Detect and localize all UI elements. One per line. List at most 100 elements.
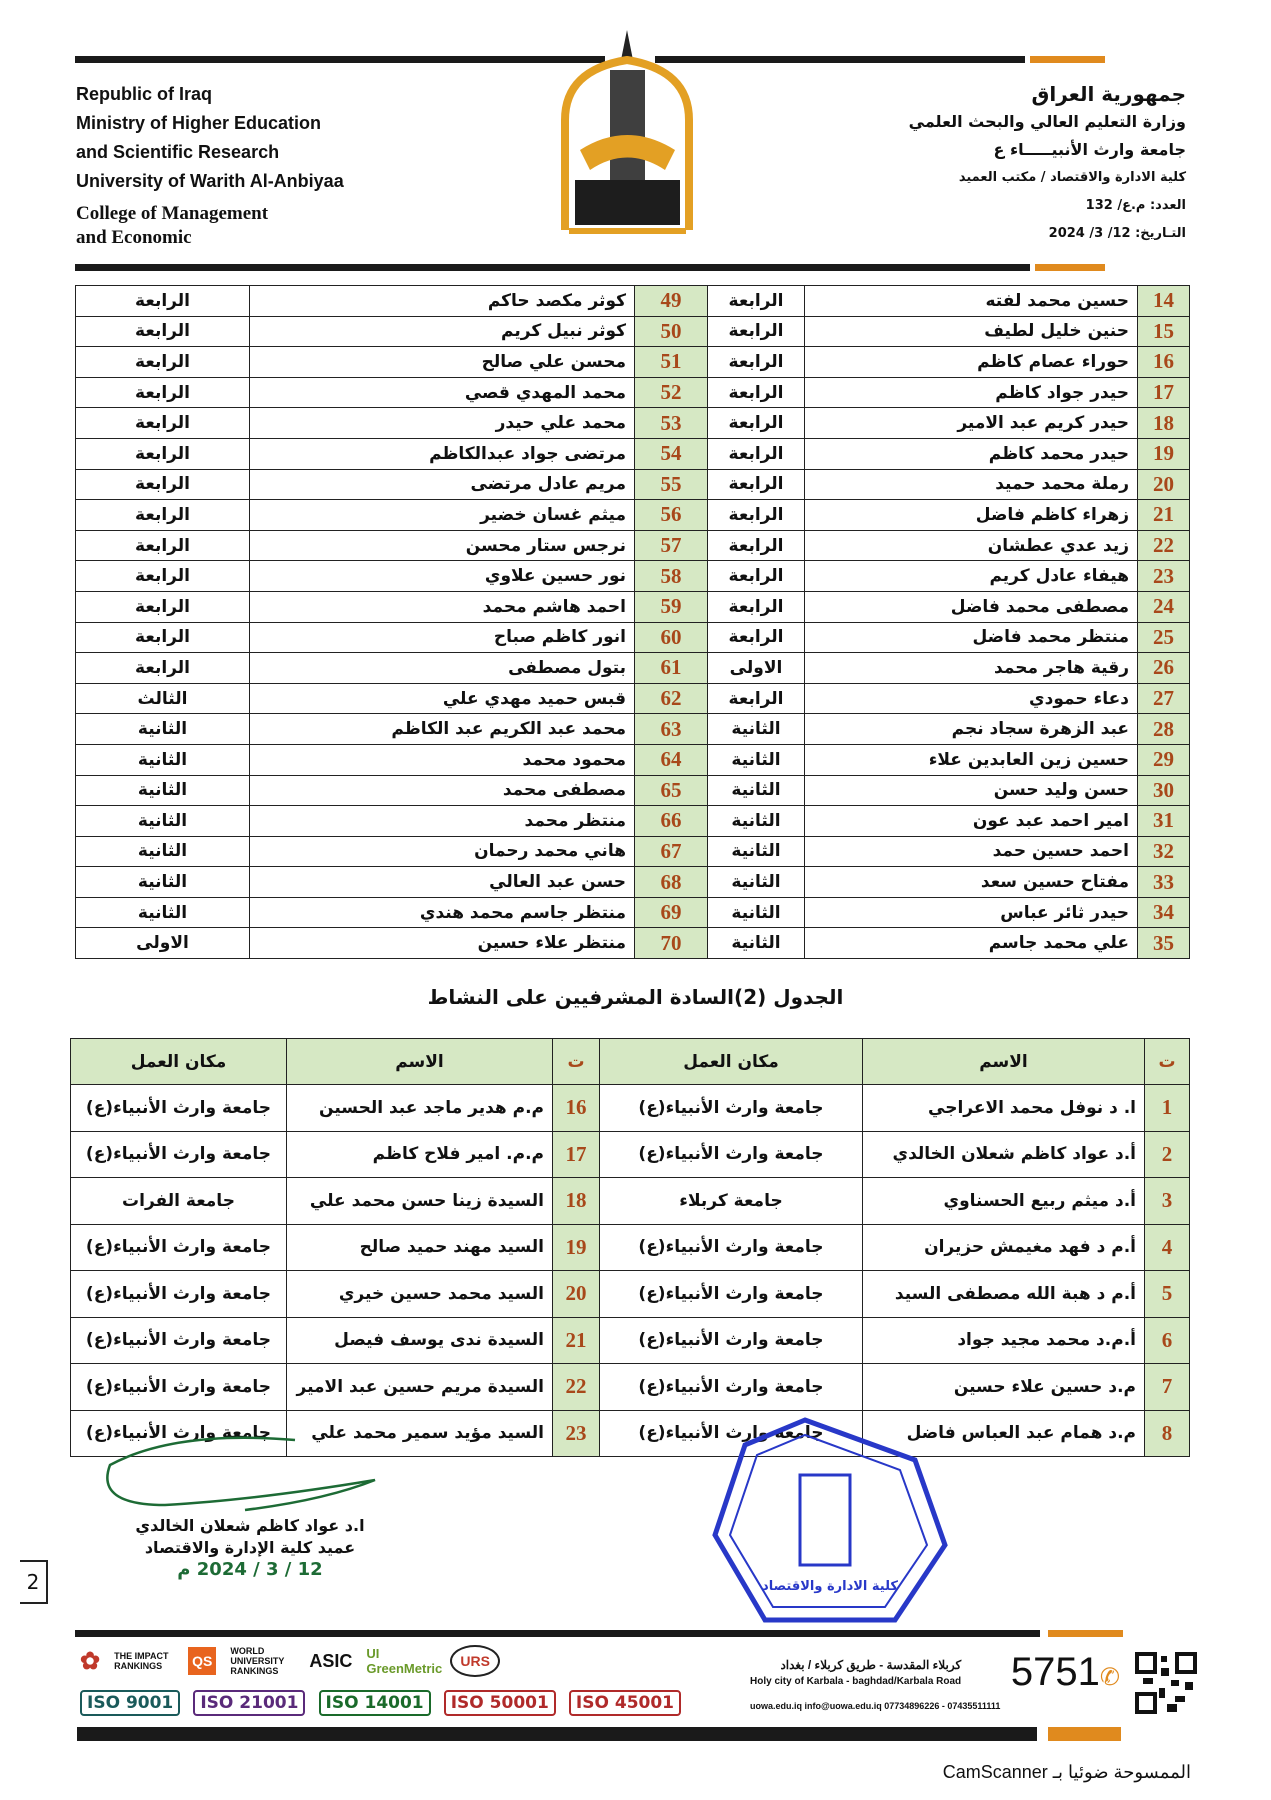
supervisor-workplace: جامعة وارث الأنبياء(ع) [599,1270,863,1318]
page-number: 2 [20,1560,48,1604]
top-orange-accent [1030,56,1105,63]
supervisor-number: 1 [1144,1084,1190,1132]
student-number: 69 [634,896,708,929]
student-number: 34 [1137,896,1190,929]
student-row: 31 امير احمد عبد عون الثانية 66 منتظر محمد ال… [75,805,1190,837]
student-grade: الثانية [75,805,250,837]
student-grade: الرابعة [707,376,805,409]
svg-text:كلية الادارة والاقتصاد: كلية الادارة والاقتصاد [762,1579,898,1594]
footer-bottom-orange [1048,1727,1121,1741]
student-grade: الرابعة [75,652,250,684]
student-grade: الرابعة [75,285,250,317]
supervisor-workplace: جامعة وارث الأنبياء(ع) [70,1084,287,1132]
address-arabic: كربلاء المقدسة - طريق كربلاء / بغداد [780,1658,962,1672]
student-name: نور حسين علاوي [249,560,635,592]
reference-number: العدد: م.ع/ 132 [1085,198,1186,213]
student-number: 55 [634,468,708,501]
header-line: Republic of Iraq [76,84,213,104]
student-name: منتظر محمد [249,805,635,837]
header-bottom-rule [75,264,1030,271]
supervisor-name: م.د همام عبد العباس فاضل [862,1409,1145,1457]
student-number: 25 [1137,621,1190,654]
header-line: University of Warith Al-Anbiyaa [76,171,344,191]
supervisor-workplace: جامعة وارث الأنبياء(ع) [599,1223,863,1271]
header-line: جمهورية العراق [1031,82,1186,106]
supervisor-name: السيد مهند حميد صالح [286,1223,553,1271]
student-name: مريم عادل مرتضى [249,468,635,501]
student-name: احمد هاشم محمد [249,590,635,623]
student-name: محمد عبد الكريم عبد الكاظم [249,713,635,745]
student-grade: الرابعة [707,499,805,531]
student-number: 27 [1137,682,1190,715]
student-grade: الثانية [75,713,250,745]
student-grade: الرابعة [75,346,250,378]
contact-line: uowa.edu.iq info@uowa.edu.iq 07734896226… [750,1701,1001,1711]
student-name: هيفاء عادل كريم [804,560,1138,592]
signature-block: ا.د عواد كاظم شعلان الخالدي عميد كلية ال… [100,1515,400,1581]
student-grade: الرابعة [75,407,250,439]
student-number: 28 [1137,713,1190,745]
student-number: 64 [634,743,708,776]
student-name: محمد علي حيدر [249,407,635,439]
student-number: 15 [1137,315,1190,348]
student-number: 70 [634,927,708,960]
ranking-logo: QS [188,1647,217,1675]
supervisor-number: 5 [1144,1270,1190,1318]
supervisor-name: السيد مؤيد سمير محمد علي [286,1409,553,1457]
student-grade: الثانية [707,866,805,898]
student-name: قبس حميد مهدي علي [249,682,635,715]
rankings-logos: ✿ THE IMPACT RANKINGS QS WORLD UNIVERSIT… [80,1645,500,1677]
student-number: 58 [634,560,708,592]
supervisor-name: أ.د عواد كاظم شعلان الخالدي [862,1130,1145,1178]
supervisor-name: م.د حسين علاء حسين [862,1363,1145,1411]
student-grade: الرابعة [707,682,805,715]
student-row: 30 حسن وليد حسن الثانية 65 مصطفى محمد الثانية [75,774,1190,807]
student-grade: الثانية [75,896,250,929]
student-grade: الرابعة [707,468,805,501]
student-grade: الثانية [707,805,805,837]
student-name: حيدر جواد كاظم [804,376,1138,409]
student-grade: الرابعة [75,590,250,623]
iso-badges: ISO 9001 ISO 21001 ISO 14001 ISO 50001 I… [80,1690,689,1716]
supervisor-name: السيدة ندى يوسف فيصل [286,1316,553,1364]
student-grade: الرابعة [75,376,250,409]
supervisor-row: 7 م.د حسين علاء حسين جامعة وارث الأنبياء(ع… [70,1363,1190,1411]
iso-badge: ISO 45001 [568,1690,682,1716]
supervisor-number: 6 [1144,1316,1190,1364]
student-row: 19 حيدر محمد كاظم الرابعة 54 مرتضى جواد عبدا… [75,437,1190,470]
student-grade: الثانية [75,866,250,898]
student-grade: الاولى [707,652,805,684]
student-grade: الرابعة [75,499,250,531]
student-name: علي محمد جاسم [804,927,1138,960]
ranking-logo: ASIC [309,1650,353,1671]
supervisor-name: السيدة مريم حسين عبد الامير [286,1363,553,1411]
student-name: منتظر علاء حسين [249,927,635,960]
student-row: 33 مفتاح حسين سعد الثانية 68 حسن عبد العالي ا… [75,866,1190,898]
student-grade: الاولى [75,927,250,960]
student-number: 23 [1137,560,1190,592]
supervisor-name: ا. د نوفل محمد الاعراجي [862,1084,1145,1132]
header-line: كلية الادارة والاقتصاد / مكتب العميد [958,170,1186,185]
supervisor-workplace: جامعة وارث الأنبياء(ع) [70,1316,287,1364]
iso-badge: ISO 50001 [443,1690,556,1716]
student-name: حيدر ثائر عباس [804,896,1138,929]
iso-badge: ISO 9001 [80,1690,181,1716]
supervisor-number: 23 [552,1409,600,1457]
university-logo [561,30,693,234]
footer-bottom-rule [77,1727,1037,1741]
student-number: 29 [1137,743,1190,776]
supervisor-row: 5 أ.م د هبة الله مصطفى السيد جامعة وارث ال… [70,1270,1190,1318]
supervisor-row: 3 أ.د ميثم ربيع الحسناوي جامعة كربلاء 18 الس… [70,1177,1190,1225]
header-orange-accent [1035,264,1105,271]
student-name: رقية هاجر محمد [804,652,1138,684]
ranking-logo: UI GreenMetric [366,1646,443,1676]
supervisor-workplace: جامعة وارث الأنبياء(ع) [70,1270,287,1318]
student-grade: الرابعة [707,621,805,654]
supervisor-workplace: جامعة كربلاء [599,1177,863,1225]
student-name: حيدر كريم عبد الامير [804,407,1138,439]
student-number: 21 [1137,499,1190,531]
signer-name: ا.د عواد كاظم شعلان الخالدي [135,1516,365,1535]
student-number: 56 [634,499,708,531]
student-row: 24 مصطفى محمد فاضل الرابعة 59 احمد هاشم محمد… [75,590,1190,623]
student-name: حسين محمد لفته [804,285,1138,317]
